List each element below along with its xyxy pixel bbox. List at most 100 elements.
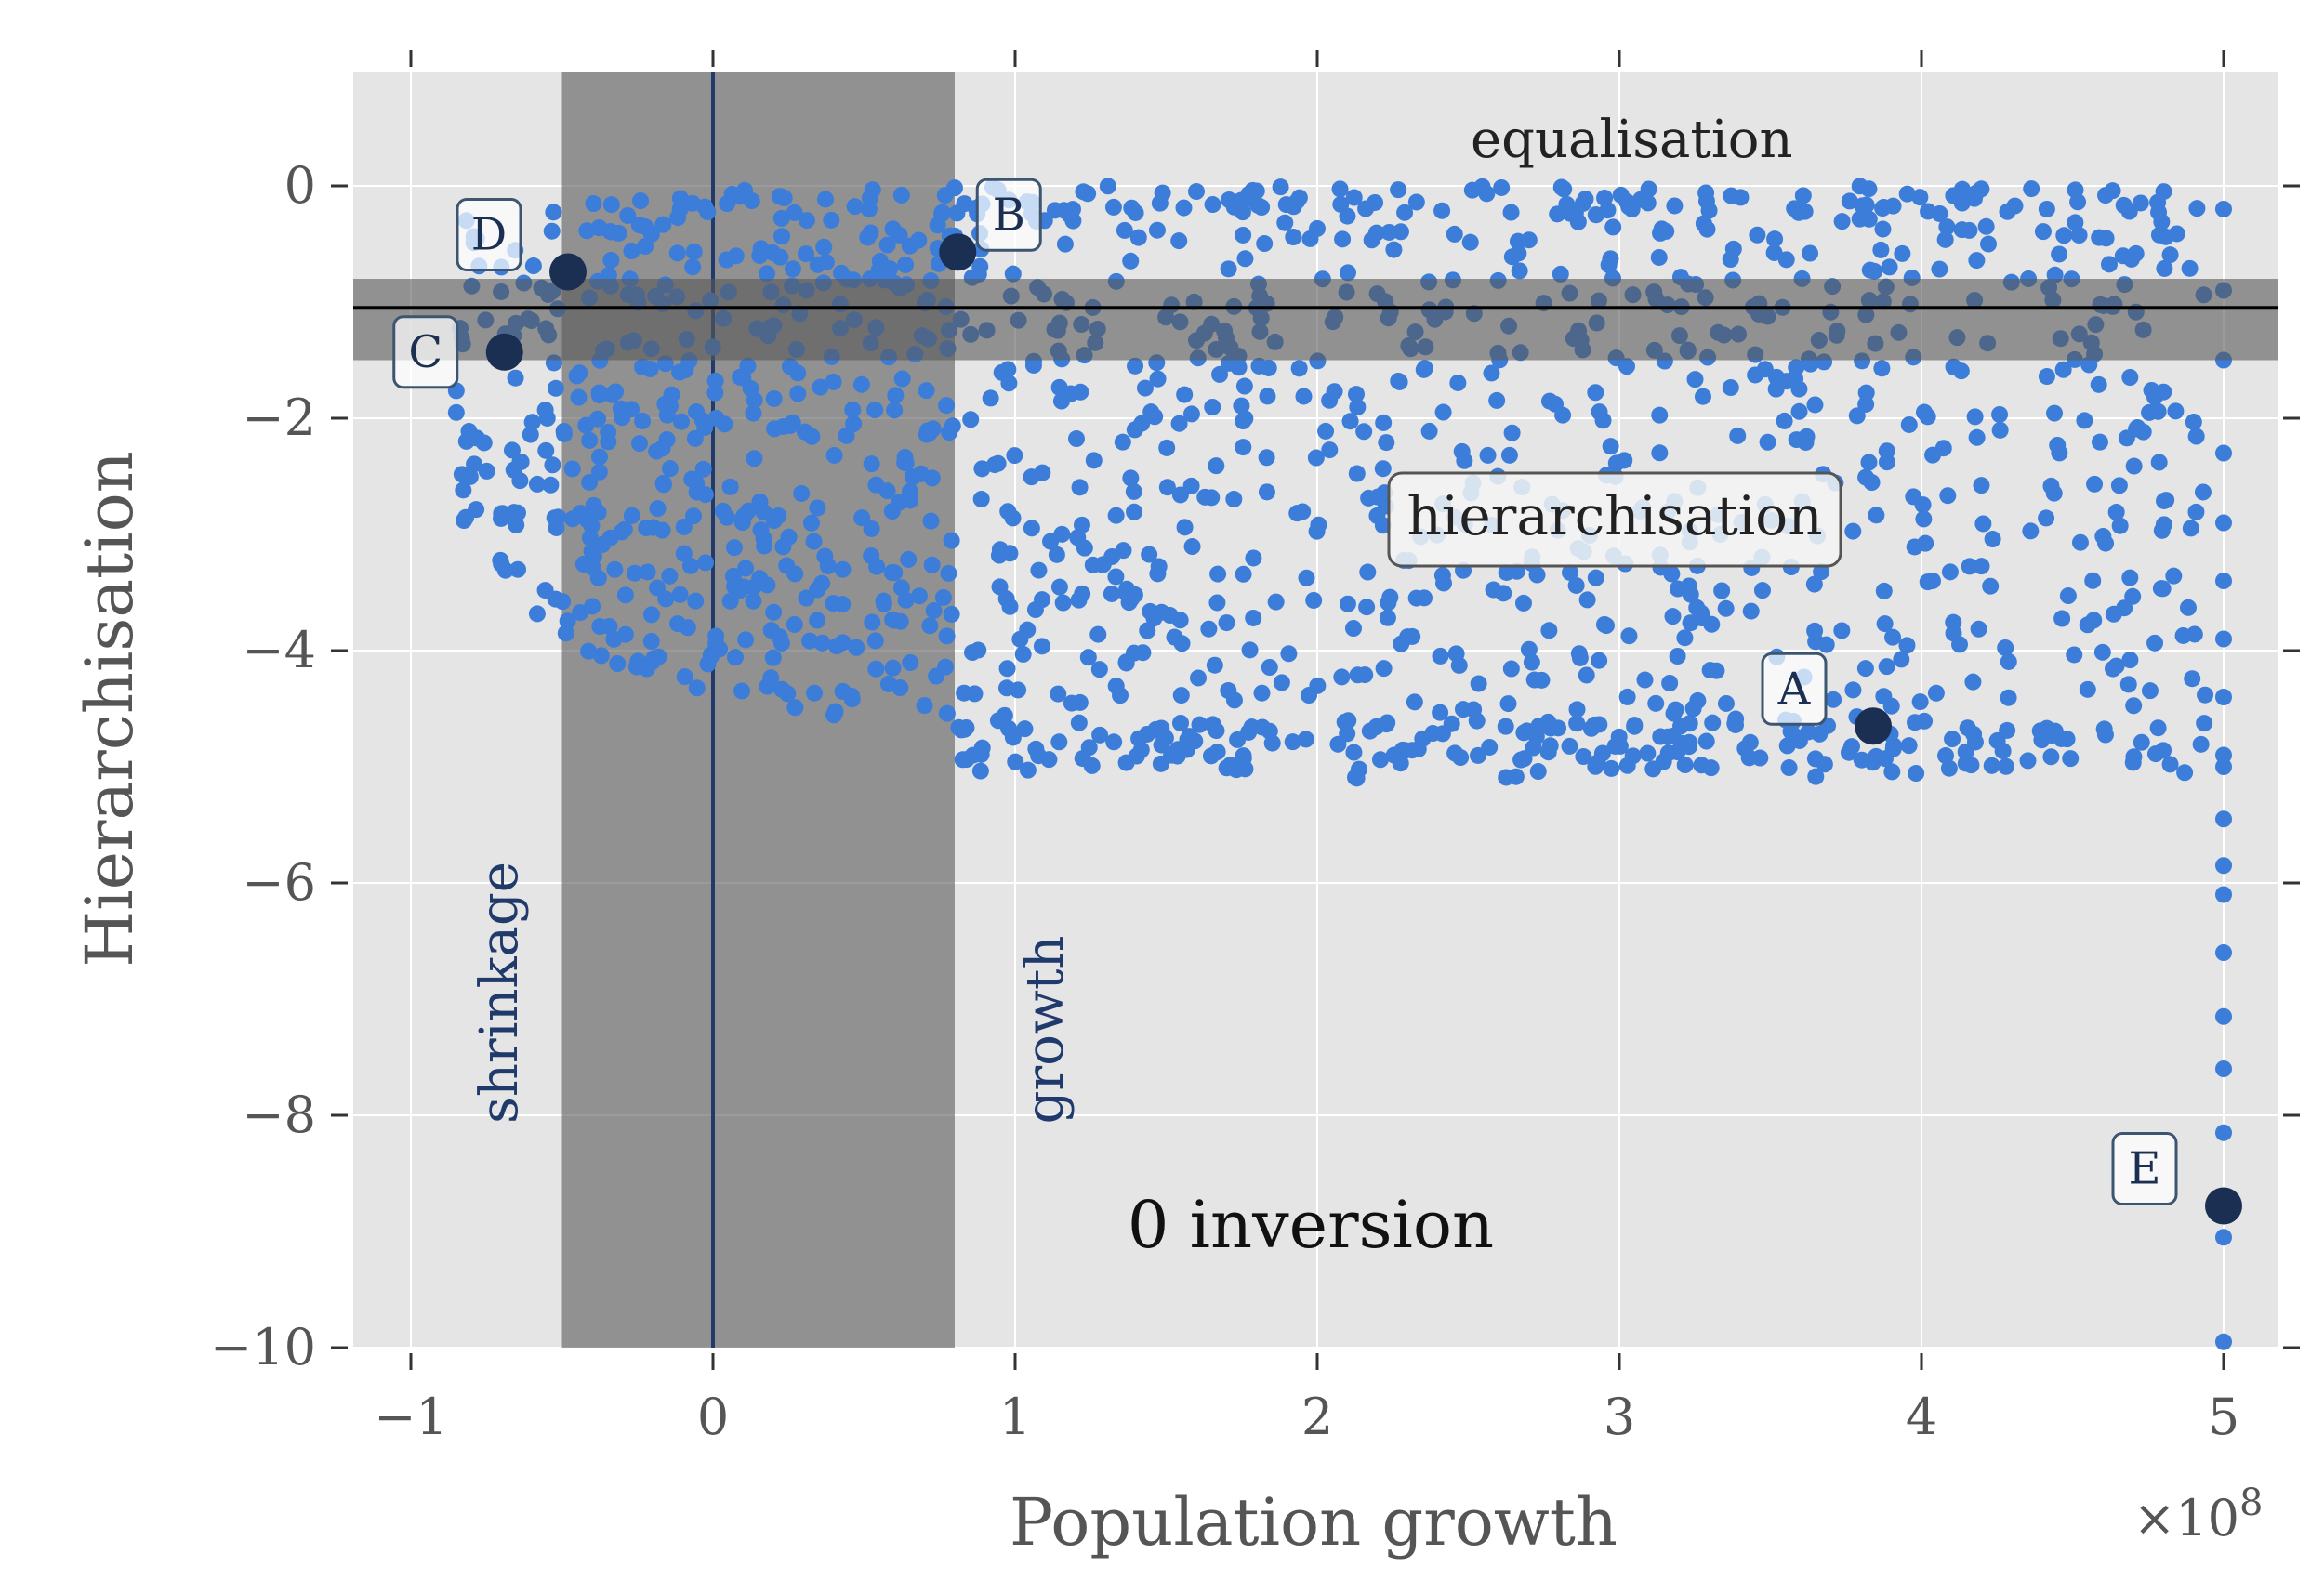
scatter-point (590, 448, 608, 466)
scatter-point (904, 468, 921, 486)
scatter-point (1790, 380, 1808, 398)
scatter-point (922, 512, 940, 530)
scatter-point (1284, 733, 1301, 751)
scatter-point (1062, 385, 1079, 402)
scatter-point (1220, 260, 1237, 278)
scatter-point (1499, 695, 1517, 713)
scatter-point (511, 453, 529, 470)
horizontal-band (353, 279, 2278, 361)
scatter-point (1540, 622, 1558, 639)
scatter-point (1375, 414, 1393, 431)
scatter-point (2071, 533, 2089, 551)
scatter-point (1481, 738, 1499, 756)
scatter-point (494, 505, 511, 522)
scatter-point (2158, 492, 2175, 509)
scatter-point (1334, 230, 1352, 248)
scatter-point (1776, 412, 1793, 429)
x-tick-label: 3 (1604, 1388, 1635, 1446)
scatter-point (1375, 660, 1393, 678)
scatter-point (1900, 415, 1918, 433)
scatter-point (2038, 200, 2055, 217)
scatter-point (1089, 625, 1107, 643)
scatter-point (759, 265, 776, 283)
scatter-point (1937, 747, 1955, 765)
scatter-point (584, 559, 601, 576)
scatter-point (2100, 256, 2118, 273)
scatter-point (2132, 194, 2149, 212)
scatter-point (1341, 413, 1359, 430)
scatter-point (1290, 360, 1308, 377)
scatter-point (581, 473, 599, 491)
scatter-point (1040, 751, 1058, 769)
scatter-point (1392, 755, 1409, 772)
scatter-point (1742, 602, 1760, 620)
scatter-point (2192, 735, 2210, 753)
scatter-point (2174, 626, 2192, 644)
scatter-point (508, 504, 526, 521)
scatter-point (578, 511, 596, 529)
scatter-point (507, 369, 524, 387)
scatter-point (601, 529, 619, 546)
scatter-point (933, 204, 951, 221)
scatter-point (816, 191, 834, 208)
hierarchisation-label: hierarchisation (1406, 484, 1822, 547)
scatter-point (1575, 748, 1592, 766)
scatter-point (2156, 259, 2173, 277)
scatter-point (714, 502, 732, 520)
scatter-point (1875, 688, 1893, 705)
scatter-point (1982, 577, 2000, 595)
scatter-point (1208, 457, 1225, 475)
scatter-point (1697, 192, 1715, 210)
scatter-point (2059, 587, 2077, 605)
scatter-point (2079, 680, 2096, 698)
scatter-point (2107, 657, 2125, 675)
scatter-point (1893, 651, 1910, 668)
scatter-point (973, 460, 991, 478)
scatter-point (1368, 488, 1386, 506)
scatter-point (1796, 203, 1814, 220)
scatter-point (603, 386, 621, 403)
scatter-point (1806, 396, 1824, 414)
scatter-point (706, 372, 724, 389)
scatter-point (702, 648, 720, 665)
scatter-point (1800, 723, 1817, 741)
inversion-label: 0 inversion (1128, 1187, 1494, 1263)
scatter-point (989, 712, 1007, 730)
scatter-point (1973, 477, 1990, 494)
scatter-point (2155, 742, 2172, 759)
scatter-point (1502, 660, 1520, 678)
scatter-point (813, 634, 831, 652)
scatter-point (1004, 729, 1022, 746)
scatter-point (778, 557, 796, 574)
scatter-point (1676, 629, 1694, 647)
scatter-point (2188, 200, 2206, 217)
scatter-point (447, 403, 465, 421)
scatter-point (1378, 434, 1395, 452)
point-label-box (2111, 1132, 2178, 1205)
scatter-point (765, 512, 783, 530)
scatter-point (1380, 594, 1397, 612)
scatter-point (1019, 621, 1037, 639)
scatter-point (751, 570, 769, 587)
scatter-point (928, 667, 945, 685)
scatter-point (2091, 229, 2108, 246)
scatter-point (1759, 433, 1776, 451)
scatter-point (1919, 573, 1936, 591)
scatter-point (2146, 634, 2164, 652)
scatter-point (623, 507, 640, 524)
scatter-point (1000, 375, 1018, 392)
scatter-point (1473, 178, 1491, 195)
scatter-point (1054, 594, 1072, 612)
scatter-point (681, 557, 699, 574)
scatter-point (1182, 405, 1200, 423)
scatter-point (1166, 628, 1183, 646)
scatter-point (1651, 406, 1669, 424)
scatter-point (1777, 373, 1795, 390)
scatter-point (1938, 218, 1956, 236)
scatter-point (1591, 652, 1608, 669)
scatter-point (1682, 586, 1699, 603)
scatter-point (654, 521, 671, 539)
scatter-point (546, 509, 563, 527)
scatter-point (672, 413, 690, 430)
scatter-point (1208, 722, 1225, 740)
